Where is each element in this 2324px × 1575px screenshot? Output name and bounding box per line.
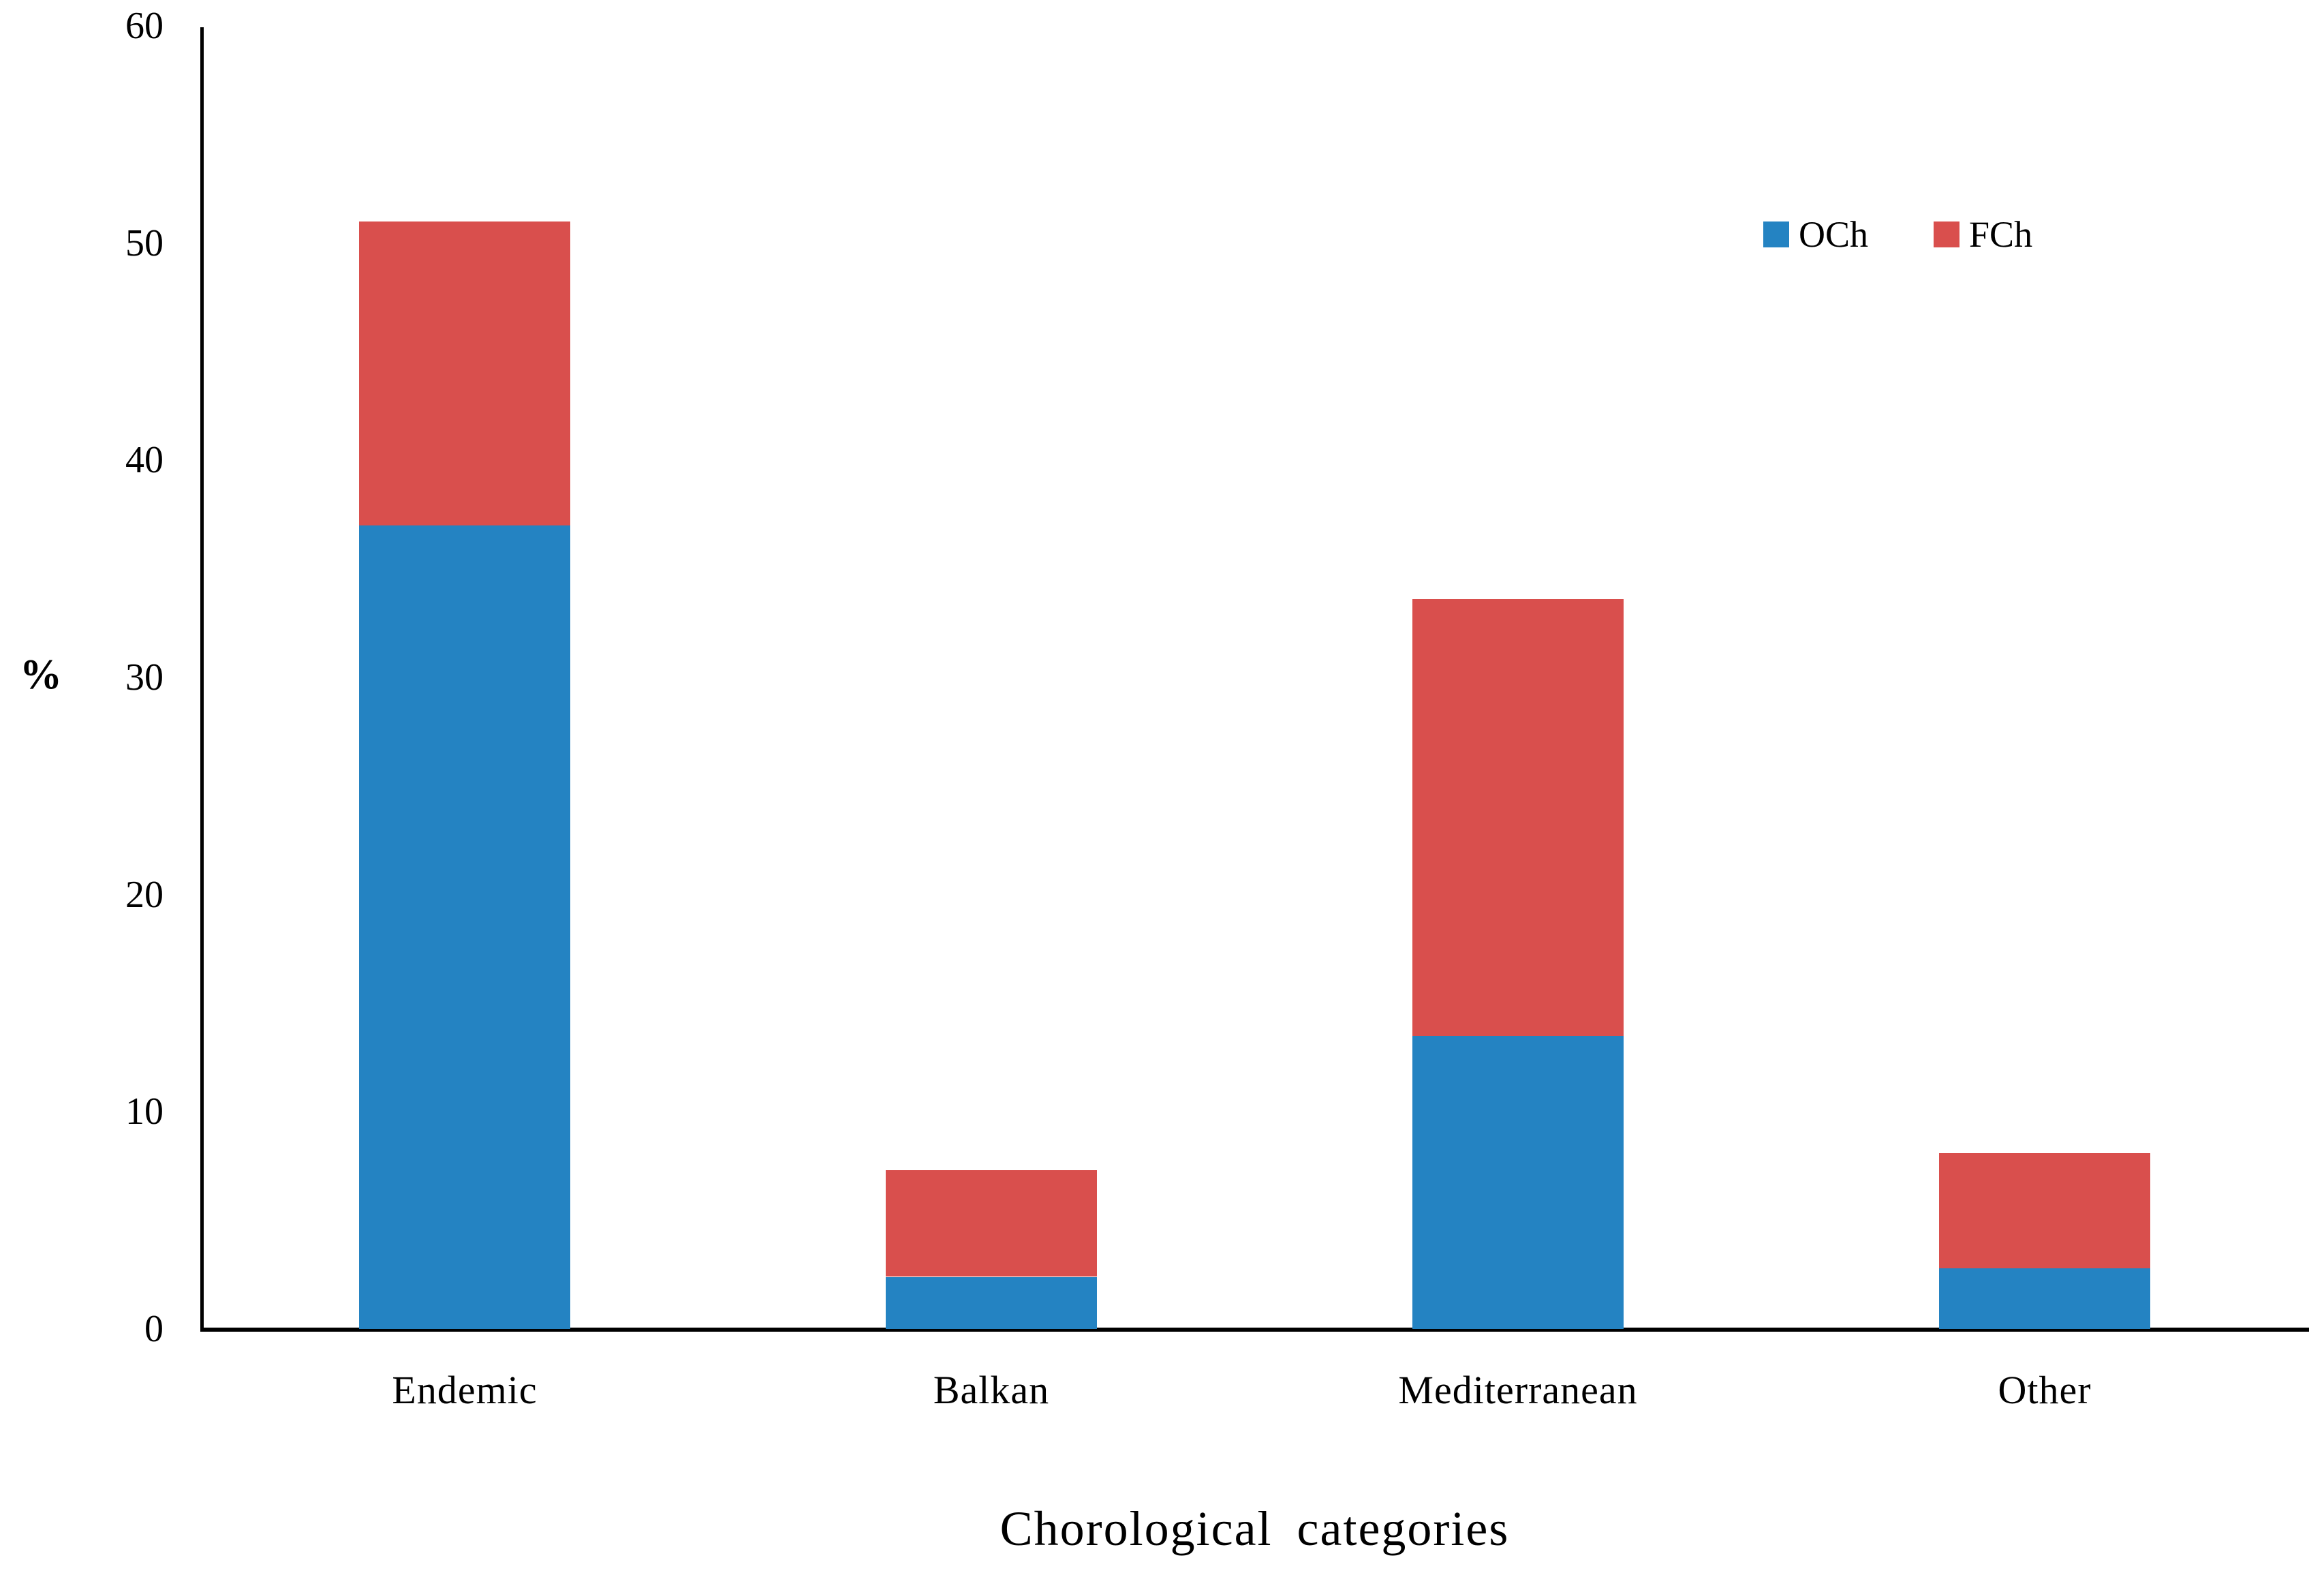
bar-segment-och-endemic	[359, 525, 570, 1329]
legend-label-och: OCh	[1799, 214, 1869, 255]
y-tick-label-0: 0	[144, 1308, 164, 1350]
y-tick-label-60: 60	[125, 5, 164, 47]
bar-segment-och-balkan	[886, 1277, 1097, 1329]
bar-segment-fch-endemic	[359, 221, 570, 525]
bar-segment-fch-other	[1939, 1153, 2150, 1268]
legend-swatch-fch	[1934, 221, 1960, 247]
legend-swatch-och	[1763, 221, 1789, 247]
y-tick-label-50: 50	[125, 222, 164, 264]
x-tick-label-balkan: Balkan	[933, 1368, 1050, 1412]
y-tick-label-40: 40	[125, 439, 164, 481]
y-tick-label-20: 20	[125, 874, 164, 916]
x-axis-title: Chorological categories	[1000, 1501, 1510, 1556]
y-axis-line	[200, 27, 204, 1331]
legend: OCh FCh	[1763, 214, 2032, 255]
legend-item-och: OCh	[1763, 214, 1868, 255]
legend-label-fch: FCh	[1969, 214, 2033, 255]
bar-segment-och-other	[1939, 1268, 2150, 1329]
x-tick-label-endemic: Endemic	[392, 1368, 538, 1412]
y-tick-label-30: 30	[125, 656, 164, 699]
x-axis-line	[200, 1328, 2309, 1332]
bar-segment-fch-mediterranean	[1412, 599, 1624, 1036]
x-tick-label-mediterranean: Mediterranean	[1398, 1368, 1638, 1412]
x-tick-label-other: Other	[1998, 1368, 2092, 1412]
y-tick-label-10: 10	[125, 1090, 164, 1133]
y-axis-title: %	[20, 652, 62, 698]
bar-segment-och-mediterranean	[1412, 1036, 1624, 1329]
legend-item-fch: FCh	[1934, 214, 2032, 255]
bar-segment-fch-balkan	[886, 1170, 1097, 1276]
